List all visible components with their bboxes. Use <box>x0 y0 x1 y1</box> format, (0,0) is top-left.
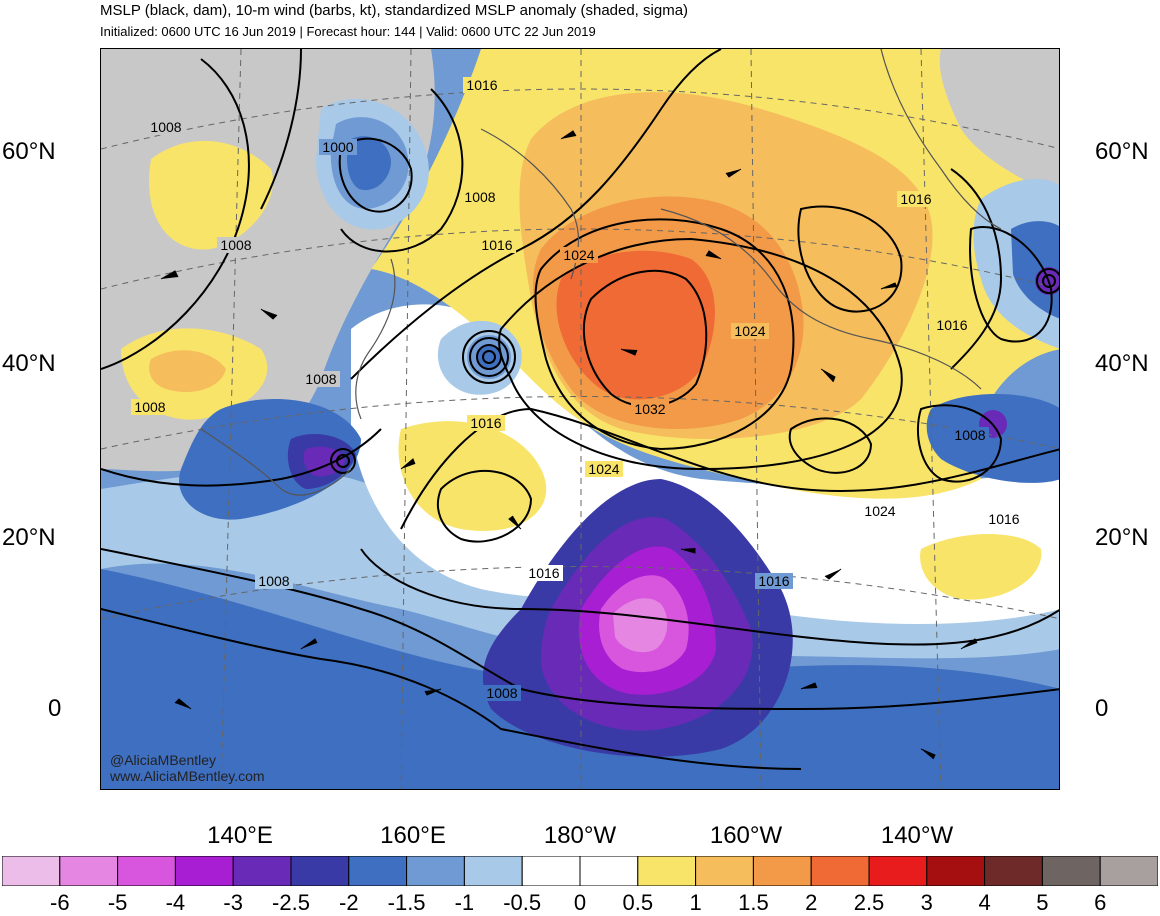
colorbar-swatch <box>926 856 986 886</box>
isobar-label: 1008 <box>220 237 251 253</box>
colorbar-swatch <box>579 856 639 886</box>
colorbar-swatch <box>984 856 1043 886</box>
isobar-label: 1008 <box>464 189 495 205</box>
colorbar-swatch <box>637 856 697 886</box>
lat-label-20n-right: 20°N <box>1095 524 1149 551</box>
isobar-label: 1016 <box>470 415 501 431</box>
lat-label-0-right: 0 <box>1095 695 1109 722</box>
isobar-label: 1008 <box>258 573 289 589</box>
colorbar-tick-label: -5 <box>107 890 128 915</box>
colorbar-swatch <box>59 856 119 886</box>
credit-handle: @AliciaMBentley <box>110 752 217 768</box>
isobar-label: 1024 <box>864 503 895 519</box>
colorbar-tick-label: 6 <box>1094 890 1107 915</box>
map-title: MSLP (black, dam), 10-m wind (barbs, kt)… <box>100 2 689 19</box>
isobar-label: 1000 <box>322 139 353 155</box>
colorbar-tick-label: -2.5 <box>272 890 310 915</box>
colorbar-tick-label: 1 <box>689 890 702 915</box>
colorbar-swatch <box>348 856 408 886</box>
colorbar-swatch <box>406 856 465 886</box>
map-graphic: 1016 1008 1000 1008 1016 1024 1032 1024 … <box>101 49 1059 789</box>
isobar-label: 1016 <box>936 317 967 333</box>
lat-label-20n-left: 20°N <box>2 524 56 551</box>
colorbar-swatch <box>695 856 754 886</box>
colorbar-tick-label: 3 <box>920 890 933 915</box>
colorbar-tick-label: 2.5 <box>853 890 885 915</box>
isobar-label: 1032 <box>634 401 665 417</box>
isobar-label: 1016 <box>481 237 512 253</box>
isobar-label: 1008 <box>134 399 165 415</box>
lat-label-60n-left: 60°N <box>2 138 56 165</box>
colorbar-tick-label: -3 <box>223 890 243 915</box>
lat-label-60n-right: 60°N <box>1095 138 1149 165</box>
colorbar <box>2 856 1158 886</box>
colorbar-swatch <box>2 856 61 886</box>
lon-label-160w: 160°W <box>709 822 783 849</box>
colorbar-tick-label: 1.5 <box>738 890 769 915</box>
colorbar-swatch <box>752 856 812 886</box>
colorbar-tick-label: -2 <box>339 890 359 915</box>
wind-barbs <box>160 130 978 760</box>
colorbar-tick-label: 5 <box>1036 890 1049 915</box>
isobar-label: 1024 <box>734 323 765 339</box>
colorbar-tick-label: -1 <box>454 890 475 915</box>
isobar-label: 1008 <box>486 685 517 701</box>
isobar-label: 1016 <box>528 565 559 581</box>
colorbar-swatch <box>810 856 870 886</box>
lon-label-180w: 180°W <box>543 822 617 849</box>
colorbar-swatch <box>463 856 523 886</box>
colorbar-swatch <box>1041 856 1101 886</box>
credit-url: www.AliciaMBentley.com <box>110 768 265 784</box>
map-subtitle: Initialized: 0600 UTC 16 Jun 2019 | Fore… <box>100 24 596 39</box>
isobar-label: 1016 <box>466 77 497 93</box>
colorbar-swatch <box>174 856 234 886</box>
colorbar-tick-label: 0.5 <box>622 890 654 915</box>
colorbar-swatch <box>290 856 350 886</box>
lat-label-0-left: 0 <box>48 695 62 722</box>
colorbar-tick-label: -1.5 <box>387 890 426 915</box>
colorbar-tick-label: 0 <box>573 890 587 915</box>
isobar-label: 1016 <box>900 191 931 207</box>
colorbar-tick-label: 4 <box>978 890 991 915</box>
lon-label-140e: 140°E <box>207 822 273 849</box>
colorbar-swatch <box>868 856 928 886</box>
colorbar-tick-label: -4 <box>165 890 186 915</box>
colorbar-tick-label: -6 <box>50 890 70 915</box>
colorbar-swatch <box>117 856 176 886</box>
colorbar-swatch <box>521 856 581 886</box>
map-panel: 1016 1008 1000 1008 1016 1024 1032 1024 … <box>100 48 1060 790</box>
lat-label-40n-left: 40°N <box>2 350 56 377</box>
colorbar-tick-label: -0.5 <box>503 890 542 915</box>
isobar-label: 1024 <box>563 247 594 263</box>
isobar-label: 1008 <box>305 371 336 387</box>
lon-label-140w: 140°W <box>880 822 954 849</box>
lon-label-160e: 160°E <box>380 822 446 849</box>
isobar-label: 1008 <box>150 119 181 135</box>
lat-label-40n-right: 40°N <box>1095 350 1149 377</box>
colorbar-swatch <box>232 856 292 886</box>
isobar-label: 1024 <box>588 461 619 477</box>
isobar-label: 1008 <box>954 427 985 443</box>
isobar-label: 1016 <box>758 573 789 589</box>
colorbar-swatch <box>1099 856 1158 886</box>
colorbar-tick-label: 2 <box>805 890 818 915</box>
isobar-label: 1016 <box>988 511 1019 527</box>
